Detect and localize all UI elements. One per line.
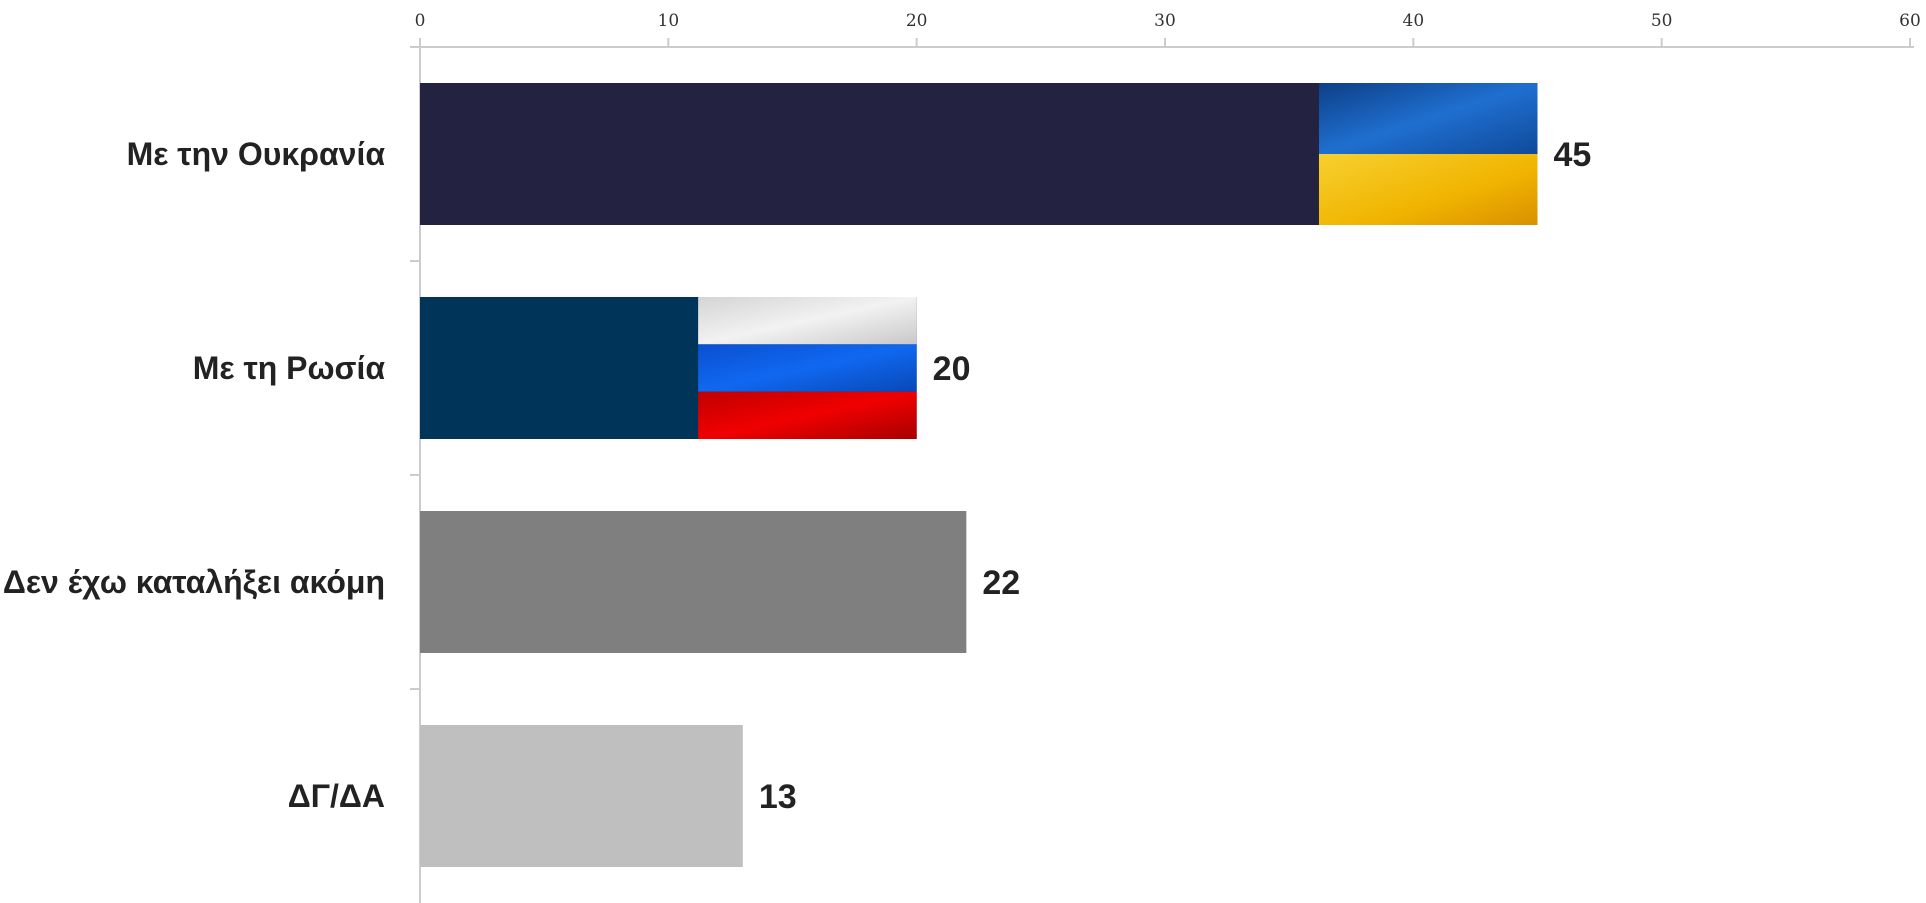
category-label: ΔΓ/ΔΑ bbox=[288, 778, 385, 814]
bar-group: 20 bbox=[420, 297, 970, 439]
bar bbox=[420, 511, 967, 653]
category-label: Με τη Ρωσία bbox=[193, 350, 386, 386]
x-tick-label: 20 bbox=[906, 11, 928, 31]
x-tick-label: 40 bbox=[1403, 11, 1425, 31]
x-tick-label: 0 bbox=[415, 11, 426, 31]
bars: 45 20 22 13 bbox=[420, 83, 1591, 867]
category-label: Με την Ουκρανία bbox=[127, 136, 386, 172]
x-tick-label: 30 bbox=[1154, 11, 1176, 31]
data-label: 45 bbox=[1554, 136, 1592, 174]
x-tick-label: 60 bbox=[1899, 11, 1921, 31]
data-label: 22 bbox=[982, 564, 1020, 602]
category-label: Δεν έχω καταλήξει ακόμη bbox=[3, 564, 385, 600]
russia-flag-blue-stripe bbox=[698, 344, 917, 392]
data-label: 20 bbox=[933, 350, 971, 388]
russia-flag-icon bbox=[698, 297, 917, 439]
bar-group: 13 bbox=[420, 725, 797, 867]
x-tick-label: 50 bbox=[1651, 11, 1673, 31]
russia-flag-red-stripe bbox=[698, 391, 917, 439]
category-labels: Με την Ουκρανία Με τη Ρωσία Δεν έχω καταλή… bbox=[3, 136, 386, 814]
bar bbox=[420, 725, 743, 867]
ukraine-flag-icon bbox=[1318, 83, 1538, 225]
ukraine-flag-yellow-stripe bbox=[1318, 154, 1538, 225]
bar-group: 22 bbox=[420, 511, 1020, 653]
ukraine-flag-blue-stripe bbox=[1318, 83, 1538, 154]
data-label: 13 bbox=[759, 778, 797, 816]
bar-group: 45 bbox=[420, 83, 1591, 225]
x-tick-label: 10 bbox=[658, 11, 680, 31]
russia-flag-white-stripe bbox=[698, 297, 917, 345]
